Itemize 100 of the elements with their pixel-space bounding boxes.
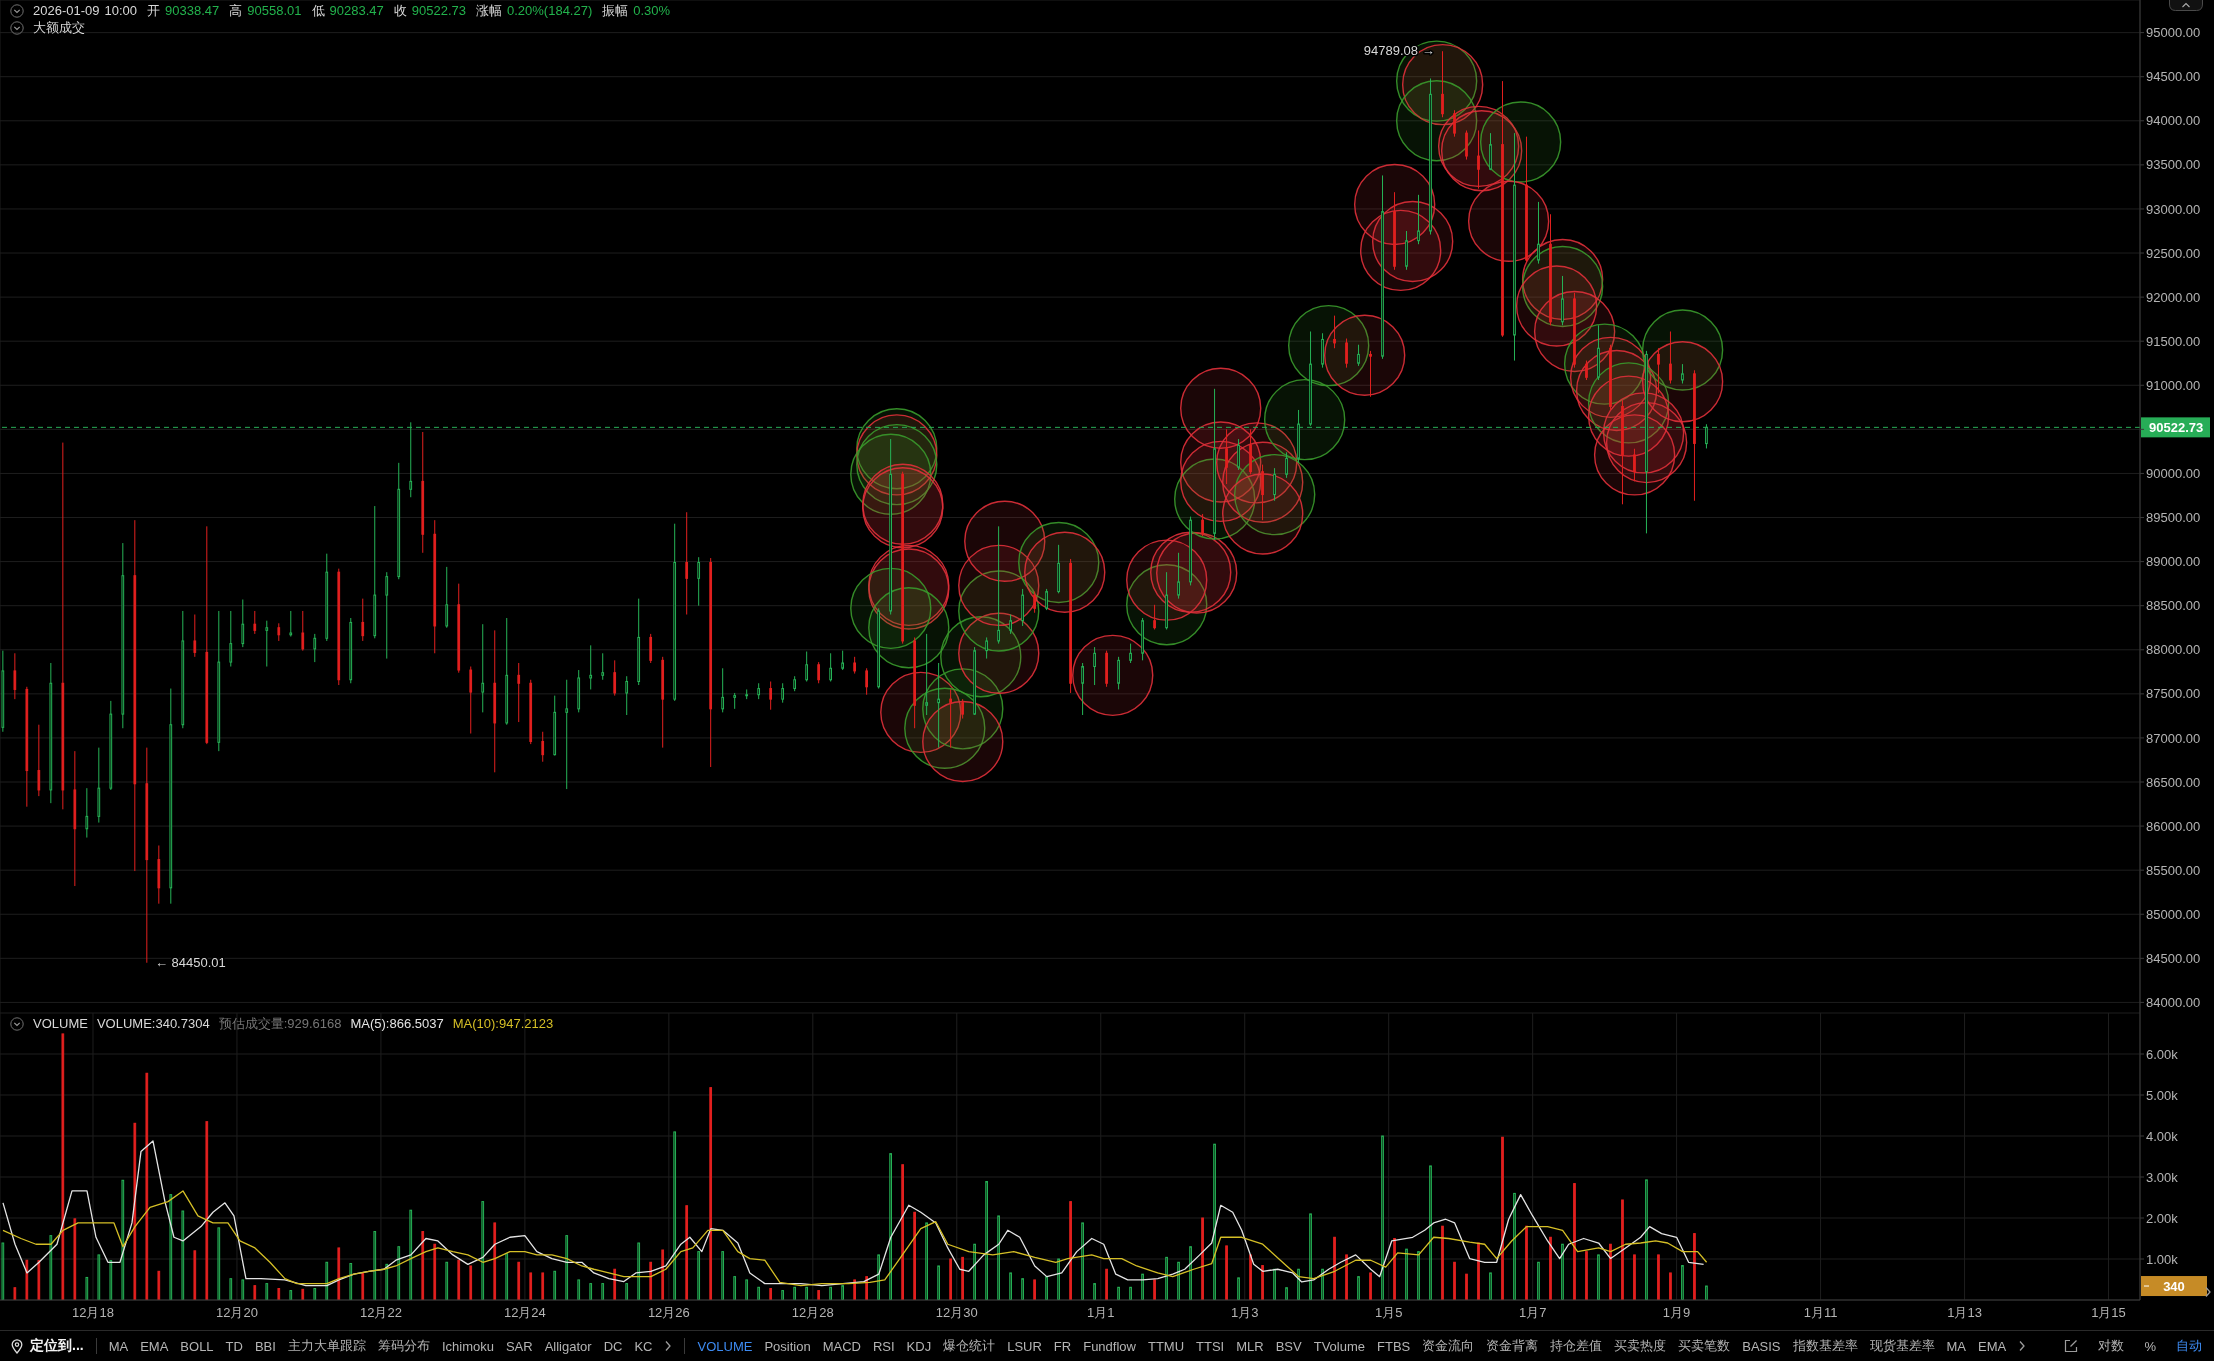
x-tick-label: 12月22 (359, 1305, 402, 1321)
candlestick (469, 666, 473, 735)
candlestick (1681, 363, 1684, 385)
candlestick (1261, 464, 1264, 521)
candlestick (445, 566, 449, 629)
candlestick (1153, 604, 1156, 630)
text: MA (1946, 1338, 1967, 1354)
y-tick-label: 93000.00 (2146, 201, 2201, 217)
candlestick (1453, 109, 1456, 138)
candlestick (841, 650, 844, 671)
text: MA(5):866.5037 (350, 1016, 444, 1031)
candlestick (601, 652, 605, 681)
candlestick (229, 610, 233, 668)
text: BBI (254, 1338, 276, 1354)
candlestick (301, 610, 305, 652)
candlestick (361, 598, 365, 642)
y-tick-label: 3.00k (2146, 1169, 2179, 1185)
text: KDJ (906, 1338, 932, 1354)
candlestick (193, 614, 197, 658)
candlestick (721, 667, 725, 713)
candlestick (1441, 50, 1444, 118)
candlestick (589, 644, 593, 690)
text: 自动 (2176, 1338, 2202, 1353)
candlestick (805, 651, 809, 682)
y-tick-label: 94000.00 (2146, 113, 2201, 129)
text: 爆仓统计 (943, 1338, 996, 1353)
text: % (2144, 1338, 2156, 1354)
candlestick (1009, 614, 1012, 635)
y-tick-label: 84500.00 (2146, 950, 2201, 966)
y-tick-label: 90000.00 (2146, 466, 2201, 482)
candlestick (1465, 129, 1468, 161)
x-tick-label: 1月7 (1518, 1305, 1547, 1321)
candlestick (685, 511, 689, 615)
x-tick-label: 1月3 (1230, 1305, 1259, 1321)
candlestick (1201, 513, 1204, 537)
y-tick-label: 86500.00 (2146, 774, 2201, 790)
candlestick (253, 610, 257, 635)
candlestick (565, 679, 569, 790)
x-tick-label: 1月15 (2091, 1305, 2126, 1321)
text: Alligator (544, 1338, 592, 1354)
candlestick (1285, 451, 1288, 479)
x-tick-label: 12月28 (791, 1305, 834, 1321)
text: TTMU (1147, 1338, 1185, 1354)
candlestick (925, 633, 928, 716)
candlestick (697, 556, 701, 607)
candlestick (961, 698, 964, 720)
text: FTBS (1377, 1338, 1411, 1354)
text: Position (764, 1338, 811, 1354)
text: DC (603, 1338, 623, 1354)
candlestick (985, 636, 988, 660)
text: 买卖笔数 (1678, 1338, 1731, 1353)
candlestick (265, 620, 269, 668)
y-tick-label: 1.00k (2146, 1251, 2179, 1267)
x-tick-label: 1月11 (1803, 1305, 1838, 1321)
text: TVolume (1313, 1338, 1365, 1354)
candlestick (1369, 350, 1372, 398)
x-tick-label: 12月30 (935, 1305, 978, 1321)
y-tick-label: 89500.00 (2146, 510, 2201, 526)
y-tick-label: 88000.00 (2146, 642, 2201, 658)
candlestick (1633, 448, 1636, 482)
text: Fundflow (1083, 1338, 1136, 1354)
y-tick-label: 93500.00 (2146, 157, 2201, 173)
candlestick (1117, 656, 1120, 690)
annotation: VOLUME:340.7304 (96, 1016, 210, 1031)
text: 资金流向 (1422, 1338, 1475, 1353)
y-tick-label: 85000.00 (2146, 906, 2201, 922)
candlestick (1225, 428, 1228, 485)
text: FR (1053, 1338, 1072, 1354)
candlestick (865, 667, 868, 696)
x-tick-label: 12月26 (647, 1305, 690, 1321)
text: MACD (822, 1338, 861, 1354)
candlestick (817, 661, 821, 684)
x-tick-label: 12月18 (72, 1305, 114, 1321)
candlestick (1417, 194, 1420, 245)
text: 指数基差率 (1792, 1338, 1858, 1353)
candlestick (1237, 438, 1240, 471)
candlestick (949, 688, 952, 749)
annotation: 大额成交 (33, 20, 85, 35)
candlestick (625, 675, 629, 716)
x-tick-label: 1月9 (1662, 1305, 1691, 1321)
text: TTSI (1196, 1338, 1225, 1354)
candlestick (1273, 467, 1276, 502)
text: Ichimoku (441, 1338, 494, 1354)
candlestick (613, 659, 617, 697)
y-tick-label: 84000.00 (2146, 995, 2201, 1011)
candlestick (1669, 331, 1672, 385)
y-tick-label: 86000.00 (2146, 818, 2201, 834)
y-tick-label: 4.00k (2146, 1128, 2179, 1144)
text: EMA (1978, 1338, 2007, 1354)
line-series (2, 1190, 1708, 1287)
candlestick (1333, 315, 1336, 349)
x-tick-label: 1月5 (1374, 1305, 1403, 1321)
candlestick (1477, 129, 1480, 190)
candlestick (1537, 201, 1540, 265)
y-tick-label: 91500.00 (2146, 333, 2201, 349)
candlestick (997, 525, 1000, 645)
candlestick (541, 731, 545, 763)
y-tick-label: 94500.00 (2146, 69, 2201, 85)
text: 持仓差值 (1550, 1338, 1603, 1353)
candlestick (1093, 646, 1096, 686)
